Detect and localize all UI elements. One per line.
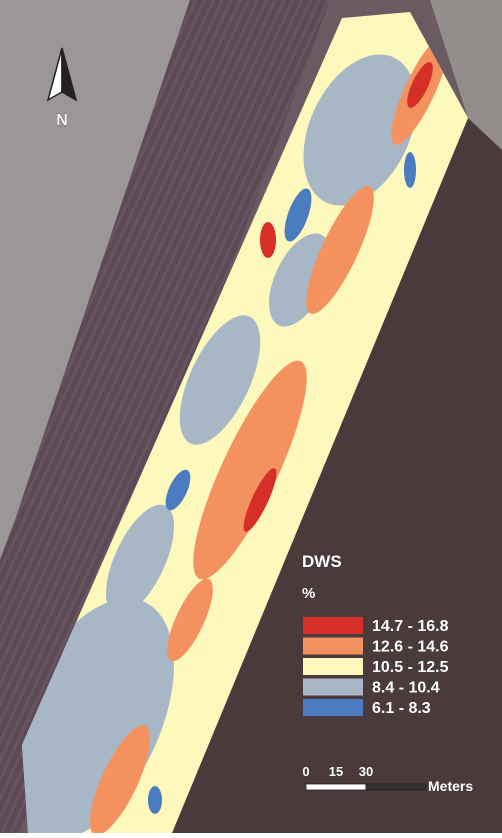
scale-tick: 15 — [329, 764, 343, 779]
legend: 14.7 - 16.8 12.6 - 14.6 10.5 - 12.5 8.4 - 1… — [303, 617, 449, 717]
legend-swatch — [303, 658, 363, 675]
map: N DWS % 14.7 - 16.8 12.6 - 14.6 10.5 - 12.… — [0, 0, 502, 833]
legend-label: 10.5 - 12.5 — [372, 659, 449, 676]
scale-unit: Meters — [428, 778, 473, 794]
legend-swatch — [303, 638, 363, 655]
legend-swatch — [303, 699, 363, 716]
scale-tick: 0 — [302, 764, 309, 779]
north-label: N — [56, 112, 68, 129]
legend-unit: % — [302, 585, 315, 602]
legend-label: 8.4 - 10.4 — [372, 680, 440, 697]
legend-swatch — [303, 679, 363, 696]
legend-swatch — [303, 617, 363, 634]
legend-label: 12.6 - 14.6 — [372, 639, 449, 656]
legend-label: 14.7 - 16.8 — [372, 618, 449, 635]
legend-title: DWS — [302, 552, 342, 571]
scale-tick: 30 — [359, 764, 373, 779]
legend-label: 6.1 - 8.3 — [372, 700, 431, 717]
